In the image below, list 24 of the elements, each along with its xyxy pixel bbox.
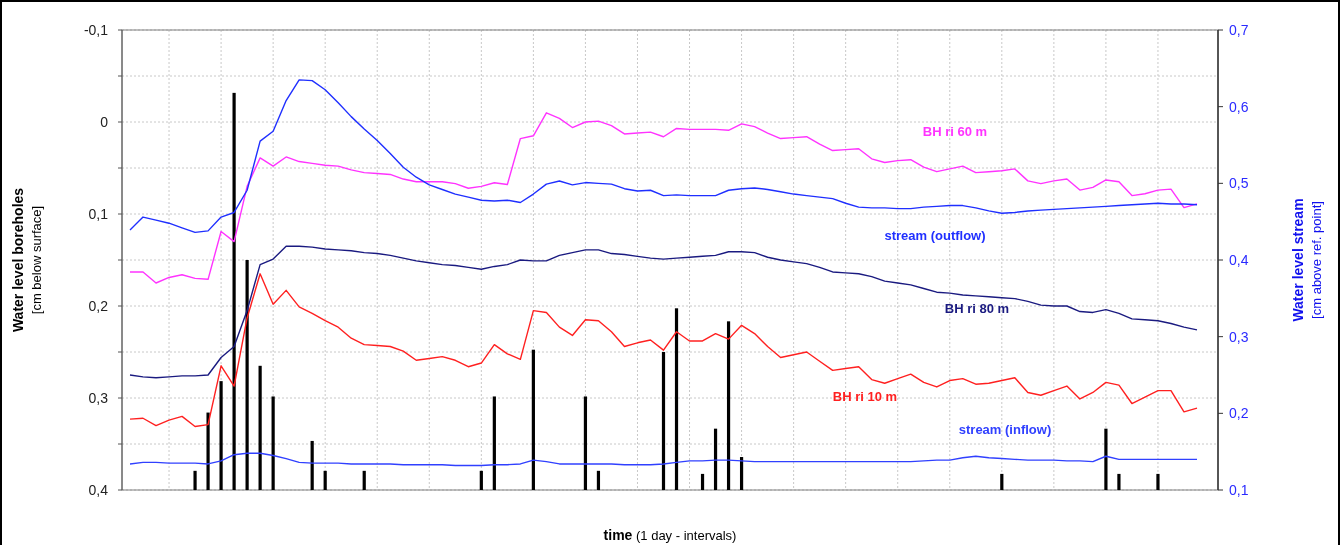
y-axis-title: Water level boreholes [cm below surface]: [10, 187, 44, 333]
y2-tick-label: 0,5: [1229, 175, 1249, 192]
y-tick-label: 0: [100, 113, 109, 130]
y2-tick-label: 0,1: [1229, 481, 1249, 498]
y2-tick-label: 0,6: [1229, 98, 1249, 115]
y2-tick-label: 0,3: [1229, 328, 1249, 345]
line-series: [129, 112, 1198, 284]
y2-tick-label: 0,4: [1229, 251, 1249, 268]
y-tick-label: 0,1: [88, 205, 109, 222]
series-label: BH ri 60 m: [922, 124, 988, 139]
x-axis-title: time (1 day - intervals): [603, 527, 737, 543]
y2-axis-title: Water level stream [cm above ref. point]: [1290, 198, 1324, 322]
series-label: BH ri 80 m: [944, 301, 1010, 316]
y2-tick-label: 0,7: [1229, 21, 1249, 38]
series-label: BH ri 10 m: [832, 389, 898, 404]
y-tick-label: 0,2: [88, 297, 109, 314]
y-tick-label: 0,3: [88, 389, 109, 406]
series-label: stream (outflow): [884, 228, 986, 243]
line-series: [129, 245, 1198, 379]
series-label: stream (inflow): [958, 422, 1052, 437]
line-series: [129, 452, 1198, 467]
y2-tick-label: 0,2: [1229, 405, 1249, 422]
y-tick-label: -0,1: [83, 21, 109, 38]
y-tick-label: 0,4: [88, 481, 109, 498]
